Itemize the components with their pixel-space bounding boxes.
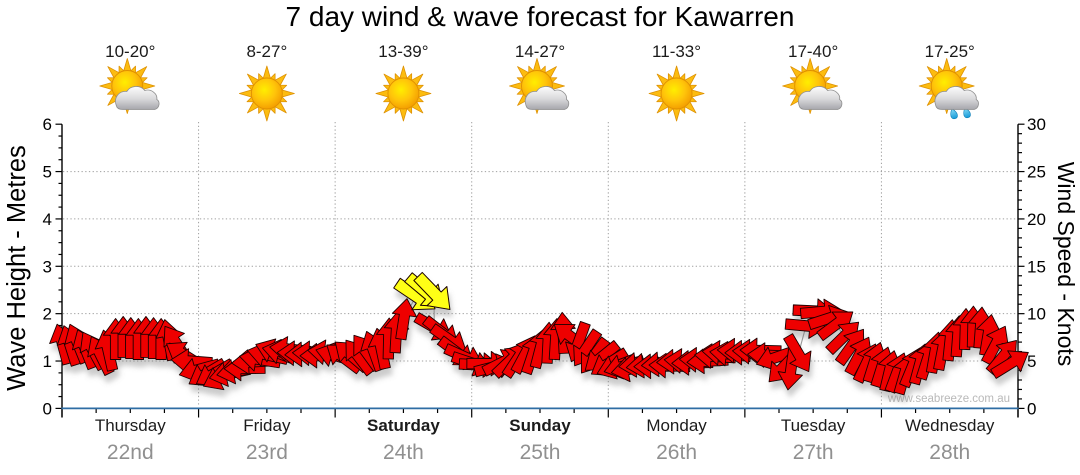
svg-text:10-20°: 10-20° (105, 42, 155, 61)
svg-text:5: 5 (43, 163, 52, 182)
svg-text:7 day wind & wave forecast for: 7 day wind & wave forecast for Kawarren (286, 1, 795, 32)
svg-text:28th: 28th (929, 441, 970, 464)
svg-text:0: 0 (1027, 399, 1036, 418)
svg-text:24th: 24th (383, 441, 424, 464)
svg-text:20: 20 (1027, 210, 1046, 229)
svg-text:2: 2 (43, 305, 52, 324)
svg-text:Saturday: Saturday (367, 416, 440, 435)
svg-text:11-33°: 11-33° (652, 42, 701, 61)
svg-text:www.seabreeze.com.au: www.seabreeze.com.au (887, 393, 1010, 405)
svg-text:4: 4 (43, 210, 52, 229)
svg-text:30: 30 (1027, 115, 1046, 134)
svg-text:0: 0 (43, 399, 52, 418)
svg-text:Sunday: Sunday (509, 416, 571, 435)
svg-text:Monday: Monday (646, 416, 707, 435)
svg-text:25: 25 (1027, 163, 1046, 182)
svg-text:1: 1 (43, 352, 52, 371)
svg-text:17-25°: 17-25° (925, 42, 975, 61)
svg-text:15: 15 (1027, 257, 1046, 276)
svg-text:3: 3 (43, 257, 52, 276)
svg-text:Wind Speed - Knots: Wind Speed - Knots (1053, 162, 1079, 367)
svg-text:Friday: Friday (243, 416, 291, 435)
svg-text:27th: 27th (793, 441, 834, 464)
svg-text:6: 6 (43, 115, 52, 134)
svg-text:5: 5 (1027, 352, 1036, 371)
svg-text:14-27°: 14-27° (515, 42, 565, 61)
svg-text:10: 10 (1027, 305, 1046, 324)
svg-text:26th: 26th (656, 441, 697, 464)
svg-text:25th: 25th (520, 441, 561, 464)
svg-text:8-27°: 8-27° (246, 42, 287, 61)
svg-text:Thursday: Thursday (95, 416, 166, 435)
svg-text:23rd: 23rd (246, 441, 288, 464)
svg-text:17-40°: 17-40° (788, 42, 838, 61)
svg-text:Wednesday: Wednesday (905, 416, 995, 435)
svg-text:13-39°: 13-39° (378, 42, 428, 61)
svg-text:22nd: 22nd (107, 441, 154, 464)
svg-text:Tuesday: Tuesday (781, 416, 846, 435)
svg-text:Wave Height - Metres: Wave Height - Metres (3, 145, 31, 391)
